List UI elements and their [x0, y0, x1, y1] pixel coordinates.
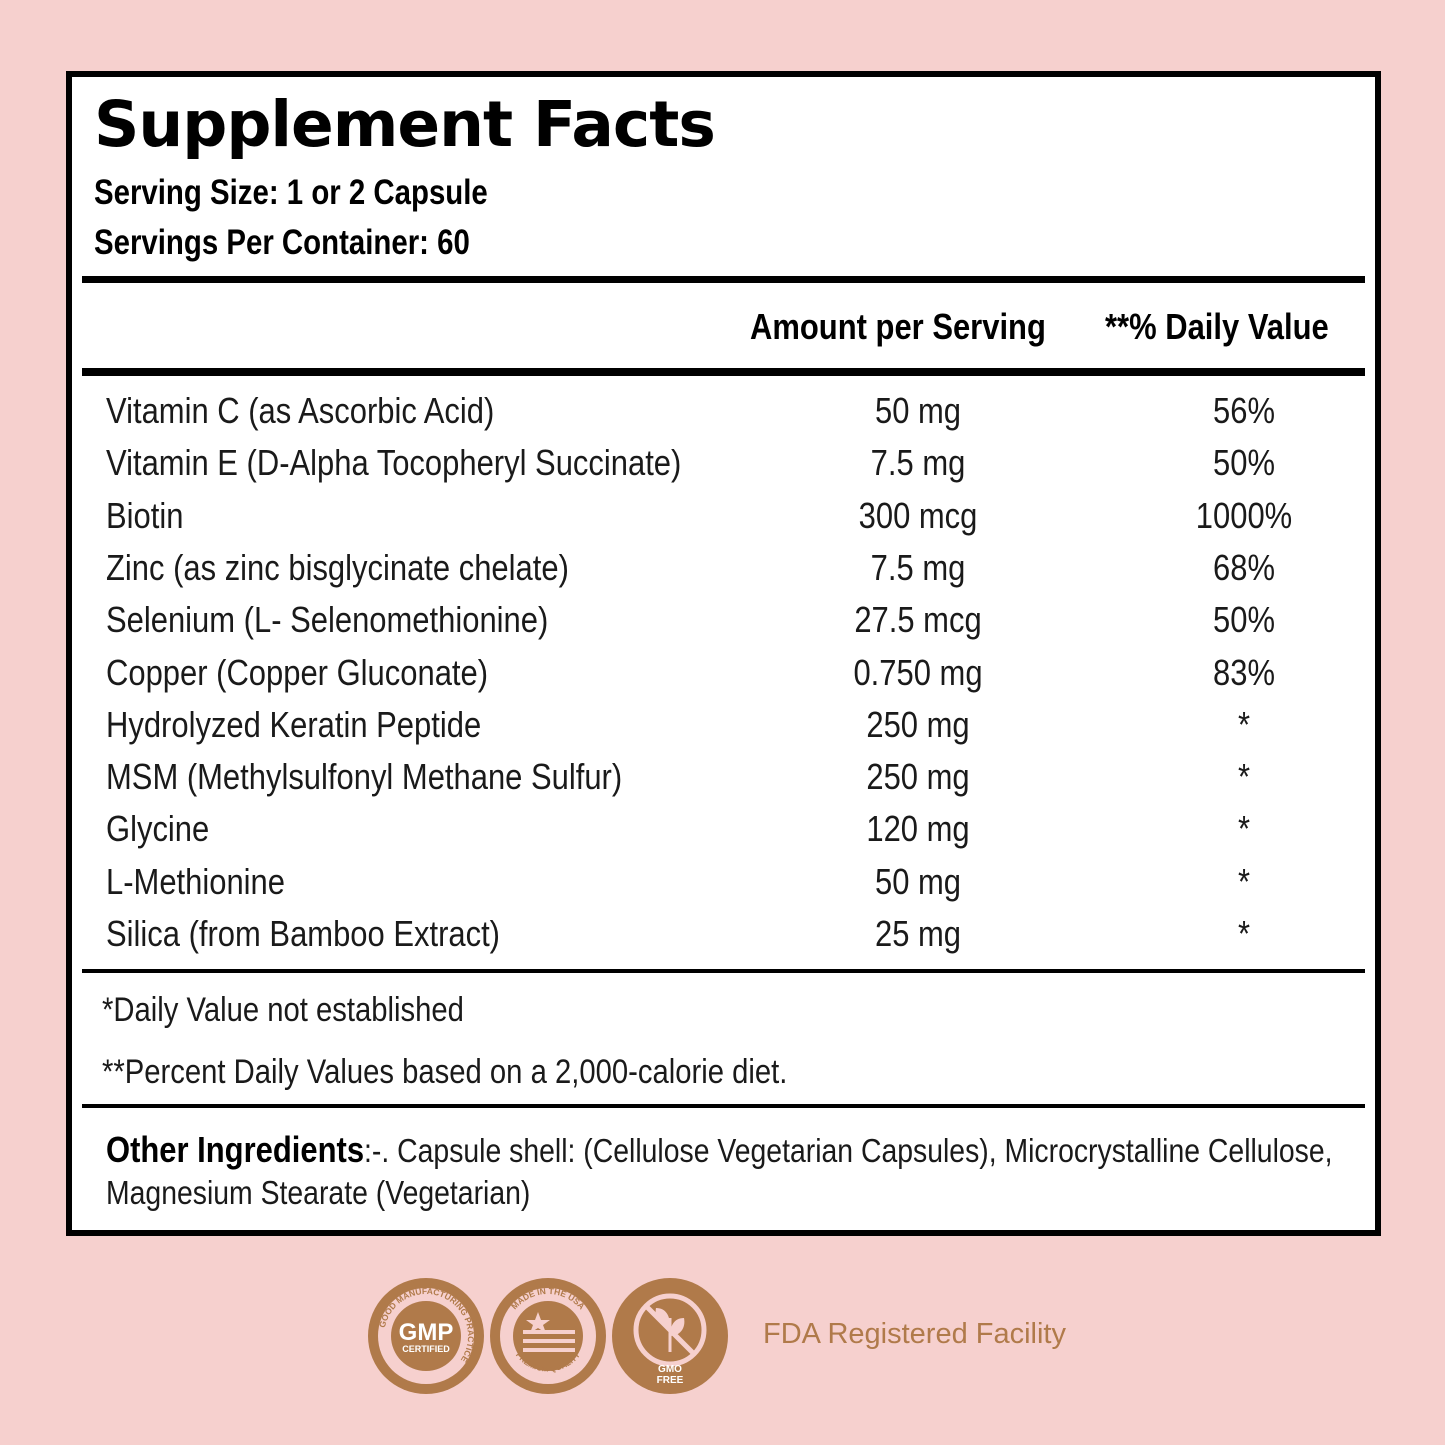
table-row: Vitamin E (D-Alpha Tocopheryl Succinate)… [72, 437, 1375, 489]
note-percent-daily-values: **Percent Daily Values based on a 2,000-… [102, 1053, 788, 1091]
nutrient-name: Vitamin C (as Ascorbic Acid) [106, 390, 495, 431]
nutrient-daily-value: 83% [1213, 651, 1275, 693]
nutrient-daily-value: 50% [1213, 442, 1275, 484]
nutrient-name: Selenium (L- Selenomethionine) [106, 599, 549, 641]
gmp-main-text: GMP [399, 1319, 454, 1346]
table-row: Glycine 120 mg * [72, 803, 1375, 855]
other-ingredients-label: Other Ingredients [106, 1129, 365, 1170]
nutrient-name: Copper (Copper Gluconate) [106, 651, 489, 693]
nutrient-amount: 120 mg [866, 808, 970, 850]
nutrient-daily-value: * [1237, 703, 1251, 745]
divider-thick [82, 276, 1365, 283]
fda-registered-facility-label: FDA Registered Facility [763, 1318, 1066, 1350]
divider [82, 969, 1365, 973]
made-in-usa-seal-icon: MADE IN THE USA PREMIUM QUALITY [490, 1278, 606, 1394]
table-row: Biotin 300 mcg 1000% [72, 490, 1375, 542]
nutrient-daily-value: 56% [1213, 390, 1275, 431]
nutrient-name: Zinc (as zinc bisglycinate chelate) [106, 546, 569, 588]
gmo-line2-text: FREE [657, 1375, 684, 1386]
table-row: MSM (Methylsulfonyl Methane Sulfur) 250 m… [72, 751, 1375, 803]
note-dv-not-established: *Daily Value not established [102, 991, 464, 1029]
serving-size: Serving Size: 1 or 2 Capsule [94, 173, 488, 212]
panel-title: Supplement Facts [94, 88, 716, 161]
nutrient-name: Biotin [106, 494, 184, 536]
nutrient-amount: 7.5 mg [870, 546, 966, 588]
table-row: Zinc (as zinc bisglycinate chelate) 7.5 m… [72, 542, 1375, 594]
divider [82, 1104, 1365, 1108]
divider-thick [82, 368, 1365, 376]
gmo-line1-text: GMO [658, 1364, 682, 1375]
table-row: Vitamin C (as Ascorbic Acid) 50 mg 56% [72, 385, 1375, 437]
nutrient-amount: 250 mg [866, 703, 970, 745]
nutrient-daily-value: 68% [1213, 546, 1275, 588]
table-row: Copper (Copper Gluconate) 0.750 mg 83% [72, 647, 1375, 699]
nutrient-amount: 300 mcg [858, 494, 978, 536]
nutrient-daily-value: * [1237, 808, 1251, 850]
supplement-facts-panel: Supplement Facts Serving Size: 1 or 2 Ca… [66, 71, 1381, 1236]
nutrient-name: Hydrolyzed Keratin Peptide [106, 703, 482, 745]
nutrient-amount: 7.5 mg [870, 442, 966, 484]
gmp-certified-seal-icon: GOOD MANUFACTURING PRACTICE GMP CERTIFIE… [368, 1278, 484, 1394]
nutrient-amount: 50 mg [874, 390, 962, 431]
nutrient-amount: 25 mg [874, 913, 962, 954]
nutrient-name: Vitamin E (D-Alpha Tocopheryl Succinate) [106, 442, 682, 484]
gmp-sub-text: CERTIFIED [402, 1344, 450, 1354]
nutrient-daily-value: 1000% [1195, 494, 1293, 536]
nutrient-daily-value: 50% [1213, 599, 1275, 641]
nutrient-daily-value: * [1237, 756, 1251, 798]
other-ingredients-text: :-. Capsule shell: (Cellulose Vegetarian… [106, 1132, 1333, 1211]
nutrient-daily-value: * [1237, 860, 1251, 902]
table-row: Hydrolyzed Keratin Peptide 250 mg * [72, 699, 1375, 751]
servings-per-container: Servings Per Container: 60 [94, 223, 470, 262]
nutrient-daily-value: * [1237, 913, 1251, 954]
column-header-daily-value: **% Daily Value [1105, 306, 1329, 347]
nutrient-amount: 250 mg [866, 756, 970, 798]
nutrient-name: MSM (Methylsulfonyl Methane Sulfur) [106, 756, 623, 798]
table-row: Silica (from Bamboo Extract) 25 mg * [72, 908, 1375, 960]
column-header-amount: Amount per Serving [750, 306, 1046, 347]
other-ingredients: Other Ingredients:-. Capsule shell: (Cel… [106, 1129, 1336, 1214]
nutrient-name: Glycine [106, 808, 210, 850]
nutrient-amount: 27.5 mcg [854, 599, 982, 641]
nutrient-amount: 0.750 mg [853, 651, 983, 693]
table-row: L-Methionine 50 mg * [72, 856, 1375, 908]
table-row: Selenium (L- Selenomethionine) 27.5 mcg 50… [72, 594, 1375, 646]
nutrient-name: L-Methionine [106, 860, 285, 902]
nutrient-name: Silica (from Bamboo Extract) [106, 913, 500, 954]
gmo-free-seal-icon: GMO FREE [612, 1278, 728, 1394]
nutrient-amount: 50 mg [874, 860, 962, 902]
